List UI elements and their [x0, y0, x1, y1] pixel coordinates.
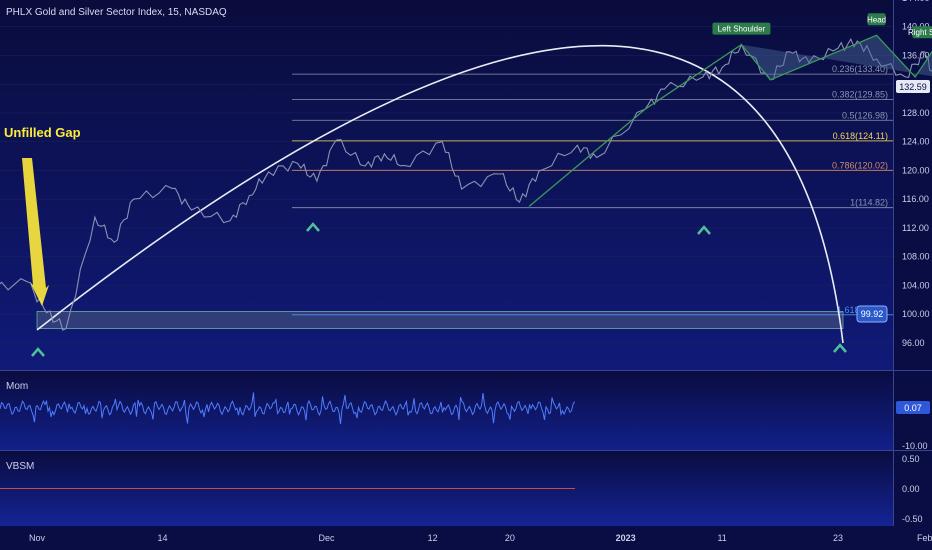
- y-tick-label: 100.00: [902, 309, 930, 319]
- vbsm-tick-mid: 0.00: [902, 484, 920, 494]
- y-tick-label: 104.00: [902, 280, 930, 290]
- y-tick-label: 108.00: [902, 252, 930, 262]
- gap-arrow: [22, 158, 49, 306]
- bottom-axis-bg: [0, 526, 893, 550]
- pattern-label-text: Head: [867, 15, 886, 24]
- x-tick-label: 12: [428, 533, 438, 543]
- vbsm-tick-bottom: -0.50: [902, 514, 923, 524]
- main-pane-bg: [0, 0, 893, 370]
- pivot-markers: [31, 222, 847, 357]
- momentum-line: [0, 392, 575, 425]
- vbsm-panel-title: VBSM: [6, 461, 34, 472]
- svg-text:0.07: 0.07: [904, 403, 922, 413]
- y-tick-label: 144.00: [902, 0, 930, 3]
- pivot-up-marker: [833, 343, 847, 353]
- pattern-label: Head: [867, 13, 886, 26]
- gap-zone-rect: [36, 311, 844, 329]
- x-tick-label: 11: [717, 533, 726, 543]
- pattern-label-text: Right Shoulder: [908, 28, 932, 37]
- head-and-shoulders-pattern[interactable]: Left Shoulder Head Right Shoulder: [528, 13, 932, 207]
- pattern-fill: [741, 35, 932, 80]
- y-tick-label: 124.00: [902, 137, 930, 147]
- vbsm-tick-top: 0.50: [902, 454, 920, 464]
- y-tick-label: 128.00: [902, 108, 930, 118]
- fib-level-label: 0.786(120.02): [832, 160, 888, 170]
- unfilled-gap-zone: [36, 311, 844, 329]
- target-price-label: 99.92: [856, 305, 888, 323]
- y-tick-label: 96.00: [902, 338, 925, 348]
- pattern-label-text: Left Shoulder: [718, 25, 766, 34]
- mom-pane-bg: [0, 371, 893, 450]
- price-line: [0, 37, 932, 331]
- pattern-label-box: [712, 22, 771, 35]
- mom-panel-title: Mom: [6, 381, 28, 392]
- y-tick-label: 136.00: [902, 50, 930, 60]
- x-tick-label: 20: [505, 533, 515, 543]
- fib-level-label: 1(114.82): [850, 198, 888, 208]
- x-tick-label: 14: [157, 533, 167, 543]
- pivot-up-marker: [697, 225, 711, 235]
- y-tick-label: 112.00: [902, 223, 929, 233]
- momentum-path: [0, 392, 575, 425]
- fib-level-label: 0.236(133.40): [832, 64, 888, 74]
- pattern-label-box: [867, 13, 886, 26]
- svg-text:132.59: 132.59: [899, 82, 927, 92]
- fib-level-label: 0.5(126.98): [842, 110, 888, 120]
- mom-tick: -10.00: [902, 441, 928, 451]
- last-price-label: 132.59: [896, 80, 930, 93]
- pattern-label: Left Shoulder: [712, 22, 771, 35]
- x-tick-label: 23: [833, 533, 843, 543]
- fibonacci-levels[interactable]: 0.236(133.40) 0.382(129.85) 0.5(126.98) 0.6…: [292, 64, 893, 316]
- chart-title: PHLX Gold and Silver Sector Index, 15, N…: [6, 7, 227, 18]
- annotation-unfilled-gap: Unfilled Gap: [4, 125, 81, 140]
- pattern-label-box: [912, 26, 932, 39]
- gap-arrow-shape: [22, 158, 49, 306]
- x-axis[interactable]: Nov14Dec122020231123Feb1321: [29, 533, 932, 543]
- svg-text:99.92: 99.92: [861, 309, 884, 319]
- rounding-top-arc[interactable]: [36, 44, 844, 344]
- pivot-up-marker: [306, 222, 320, 232]
- x-tick-label: Dec: [318, 533, 335, 543]
- y-tick-label: 116.00: [902, 194, 929, 204]
- price-series: [0, 37, 932, 331]
- pattern-line: [528, 34, 932, 207]
- pivot-up-marker: [31, 347, 45, 357]
- fib-level-label: 0.382(129.85): [832, 90, 888, 100]
- x-tick-label: Nov: [29, 533, 46, 543]
- arc-path: [36, 44, 844, 344]
- pattern-label: Right Shoulder: [908, 26, 932, 39]
- mom-last-value: 0.07: [896, 401, 930, 414]
- fib-level-label: 0.618(124.11): [833, 131, 888, 141]
- x-tick-label: Feb: [917, 533, 932, 543]
- x-tick-label: 2023: [616, 533, 636, 543]
- y-axis[interactable]: 96.00 100.00 104.00 108.00 112.00 116.00 120.0…: [0, 0, 930, 348]
- y-tick-label: 120.00: [902, 165, 930, 175]
